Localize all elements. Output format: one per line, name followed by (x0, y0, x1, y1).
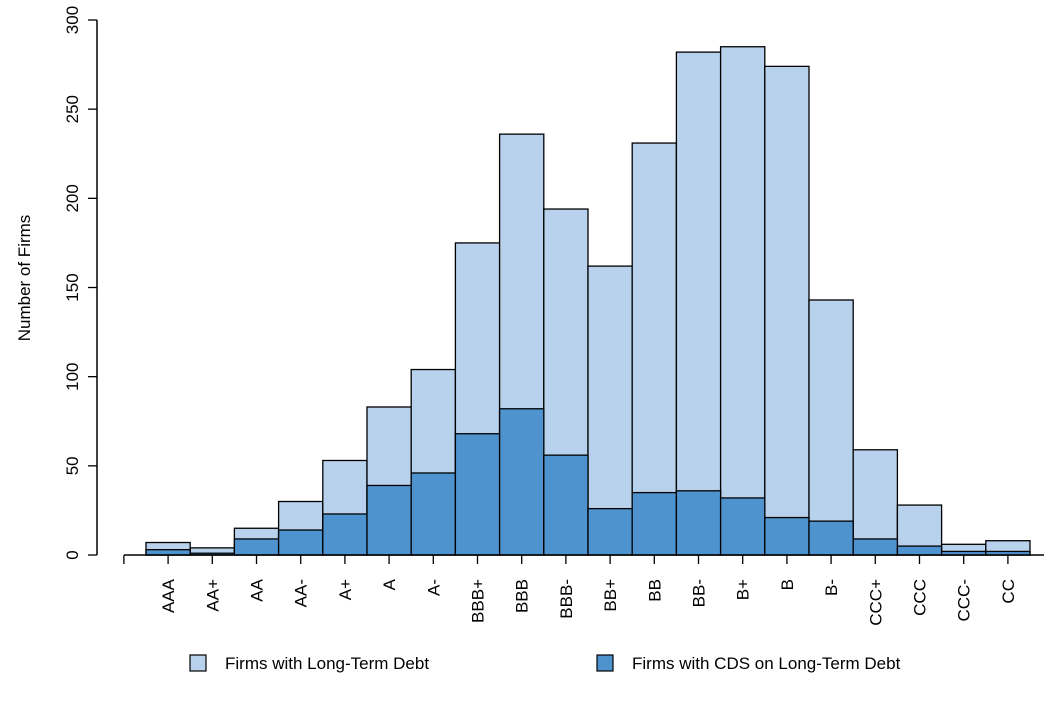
y-axis: 0 50 100 150 200 250 300 (63, 6, 98, 560)
x-tick-label: CCC- (955, 579, 974, 622)
bar-long-term-debt-B+ (719, 46, 766, 556)
x-tick-label: BBB (513, 579, 532, 613)
y-tick-label: 100 (63, 362, 82, 390)
x-tick-label: BB+ (601, 579, 620, 612)
bar-long-term-debt-B (764, 65, 810, 556)
bar-cds-B- (808, 520, 854, 556)
x-tick-label: BB (645, 579, 664, 602)
x-tick-label: B (778, 579, 797, 590)
x-tick-label: B- (822, 579, 841, 596)
bar-long-term-debt-BB+ (587, 265, 633, 556)
bar-cds-AA (233, 538, 280, 556)
bar-long-term-debt-BB- (675, 51, 722, 556)
bar-long-term-debt-B- (808, 299, 854, 556)
y-tick-label: 250 (63, 95, 82, 123)
x-tick-label: AA- (292, 579, 311, 607)
x-tick-label: CC (999, 579, 1018, 604)
bar-cds-CCC+ (852, 538, 899, 556)
y-tick-label: 200 (63, 184, 82, 212)
x-tick-label: A (380, 578, 399, 590)
x-tick-label: AAA (159, 578, 178, 613)
legend-swatch-cds (596, 654, 614, 672)
y-tick-label: 50 (63, 456, 82, 475)
bar-cds-BBB (498, 408, 545, 556)
x-axis: AAA AA+ AA AA- A+ A A- BBB+ BBB BBB- BB+ BB BB- B+ B B-… (123, 554, 1044, 626)
legend: Firms with Long-Term Debt Firms with CDS … (189, 654, 901, 673)
bar-long-term-debt-CCC+ (852, 449, 899, 556)
x-tick-label: BBB+ (469, 579, 488, 623)
x-tick-label: A+ (336, 579, 355, 600)
bar-cds-BB (631, 491, 678, 556)
bar-cds-BBB- (543, 454, 589, 556)
bar-cds-B (764, 516, 810, 556)
x-tick-label: A- (424, 579, 443, 596)
y-axis-title: Number of Firms (15, 215, 34, 342)
legend-label-long-term-debt: Firms with Long-Term Debt (225, 654, 429, 673)
x-tick-label: CCC+ (866, 579, 885, 626)
bar-cds-A- (410, 472, 457, 556)
legend-label-cds: Firms with CDS on Long-Term Debt (632, 654, 901, 673)
bar-long-term-debt-BB (631, 142, 678, 556)
bar-cds-A (366, 484, 412, 556)
bar-cds-AA- (277, 529, 324, 556)
bar-cds-B+ (719, 497, 766, 556)
x-tick-label: BBB- (557, 579, 576, 619)
bar-cds-A+ (322, 513, 368, 556)
x-tick-label: CCC (911, 579, 930, 616)
y-tick-label: 150 (63, 273, 82, 301)
y-tick-label: 0 (63, 550, 82, 559)
legend-swatch-long-term-debt (189, 654, 207, 672)
bar-cds-AAA (145, 549, 191, 556)
series-cds (145, 408, 1031, 556)
y-tick-label: 300 (63, 6, 82, 34)
bar-cds-BB+ (587, 507, 633, 556)
x-tick-label: B+ (734, 579, 753, 600)
bar-cds-BBB+ (454, 433, 501, 556)
bar-cds-CCC (896, 545, 943, 556)
x-tick-label: AA+ (203, 579, 222, 612)
x-tick-label: BB- (690, 579, 709, 607)
x-tick-label: AA (248, 578, 267, 601)
bar-cds-BB- (675, 490, 722, 556)
